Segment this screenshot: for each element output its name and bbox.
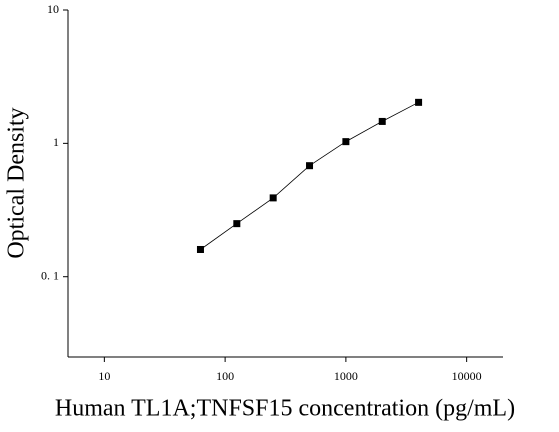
y-tick-label: 0. 1 <box>41 268 59 282</box>
data-point <box>378 117 386 125</box>
y-axis-title: Optical Density <box>4 107 30 258</box>
data-point <box>233 220 241 228</box>
y-tick-label: 1 <box>53 135 59 149</box>
x-axis-title: Human TL1A;TNFSF15 concentration (pg/mL) <box>55 396 515 422</box>
data-point <box>415 98 423 106</box>
data-point <box>196 245 204 253</box>
x-tick-label: 10 <box>98 369 110 383</box>
data-point <box>269 194 277 202</box>
data-point <box>342 138 350 146</box>
y-tick-label: 10 <box>47 2 59 16</box>
x-tick-label: 100 <box>216 369 234 383</box>
x-tick-label: 10000 <box>452 369 482 383</box>
x-tick-label: 1000 <box>334 369 358 383</box>
data-point <box>306 162 314 170</box>
fit-line <box>200 101 419 250</box>
